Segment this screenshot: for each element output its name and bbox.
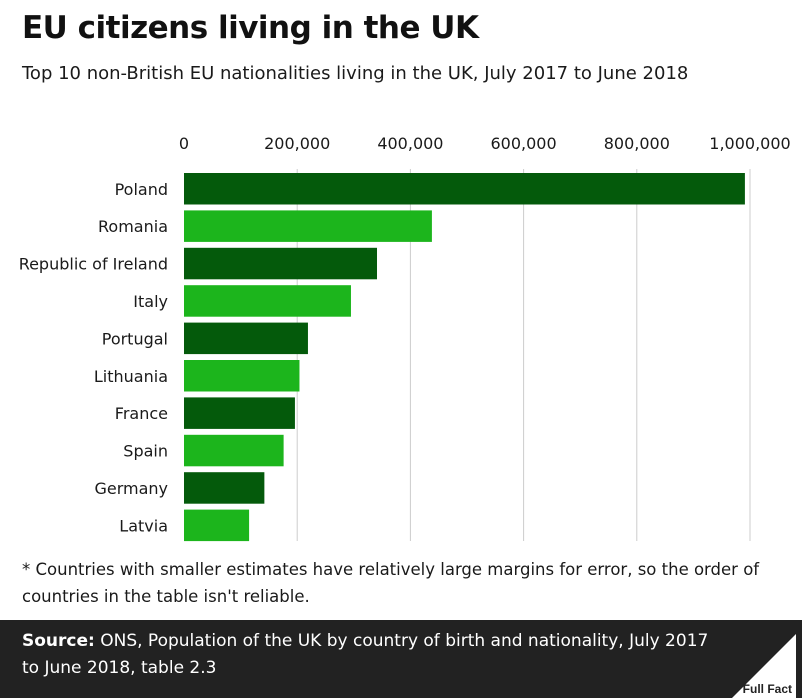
source-label: Source: [22, 631, 95, 651]
bar-romania [184, 210, 432, 242]
bar-italy [184, 285, 351, 317]
x-tick-label: 1,000,000 [709, 134, 790, 153]
x-tick-label: 0 [179, 134, 189, 153]
source-text: ONS, Population of the UK by country of … [22, 631, 709, 678]
source-note: Source: ONS, Population of the UK by cou… [22, 628, 722, 682]
full-fact-triangle-icon [732, 634, 796, 698]
bar-latvia [184, 509, 250, 542]
footer-bar: Source: ONS, Population of the UK by cou… [0, 620, 802, 698]
category-label: Lithuania [94, 367, 168, 386]
x-tick-label: 200,000 [264, 134, 330, 153]
category-label: Spain [123, 442, 168, 461]
category-label: Republic of Ireland [19, 255, 168, 274]
bar-republic-of-ireland [184, 247, 378, 280]
bar-portugal [184, 322, 308, 355]
chart-title: EU citizens living in the UK [22, 10, 479, 46]
x-tick-label: 600,000 [491, 134, 557, 153]
category-label: Romania [98, 217, 168, 236]
x-tick-label: 800,000 [604, 134, 670, 153]
category-label: Latvia [119, 516, 168, 535]
bar-spain [184, 434, 284, 467]
full-fact-logo[interactable]: Full Fact [712, 634, 796, 698]
category-label: France [115, 404, 168, 423]
footnote: * Countries with smaller estimates have … [22, 560, 760, 606]
bar-france [184, 397, 295, 429]
x-tick-label: 400,000 [377, 134, 443, 153]
bar-chart: 0 200,000 400,000 600,000 800,000 1,000,000 Po… [19, 134, 791, 542]
full-fact-logo-text: Full Fact [743, 682, 792, 696]
category-label: Portugal [102, 329, 168, 348]
bar-germany [184, 472, 265, 504]
category-label: Germany [94, 479, 168, 498]
category-label: Italy [133, 292, 168, 311]
bar-poland [184, 173, 745, 205]
chart-subtitle: Top 10 non-British EU nationalities livi… [22, 63, 689, 84]
category-label: Poland [115, 180, 168, 199]
bar-lithuania [184, 360, 300, 392]
